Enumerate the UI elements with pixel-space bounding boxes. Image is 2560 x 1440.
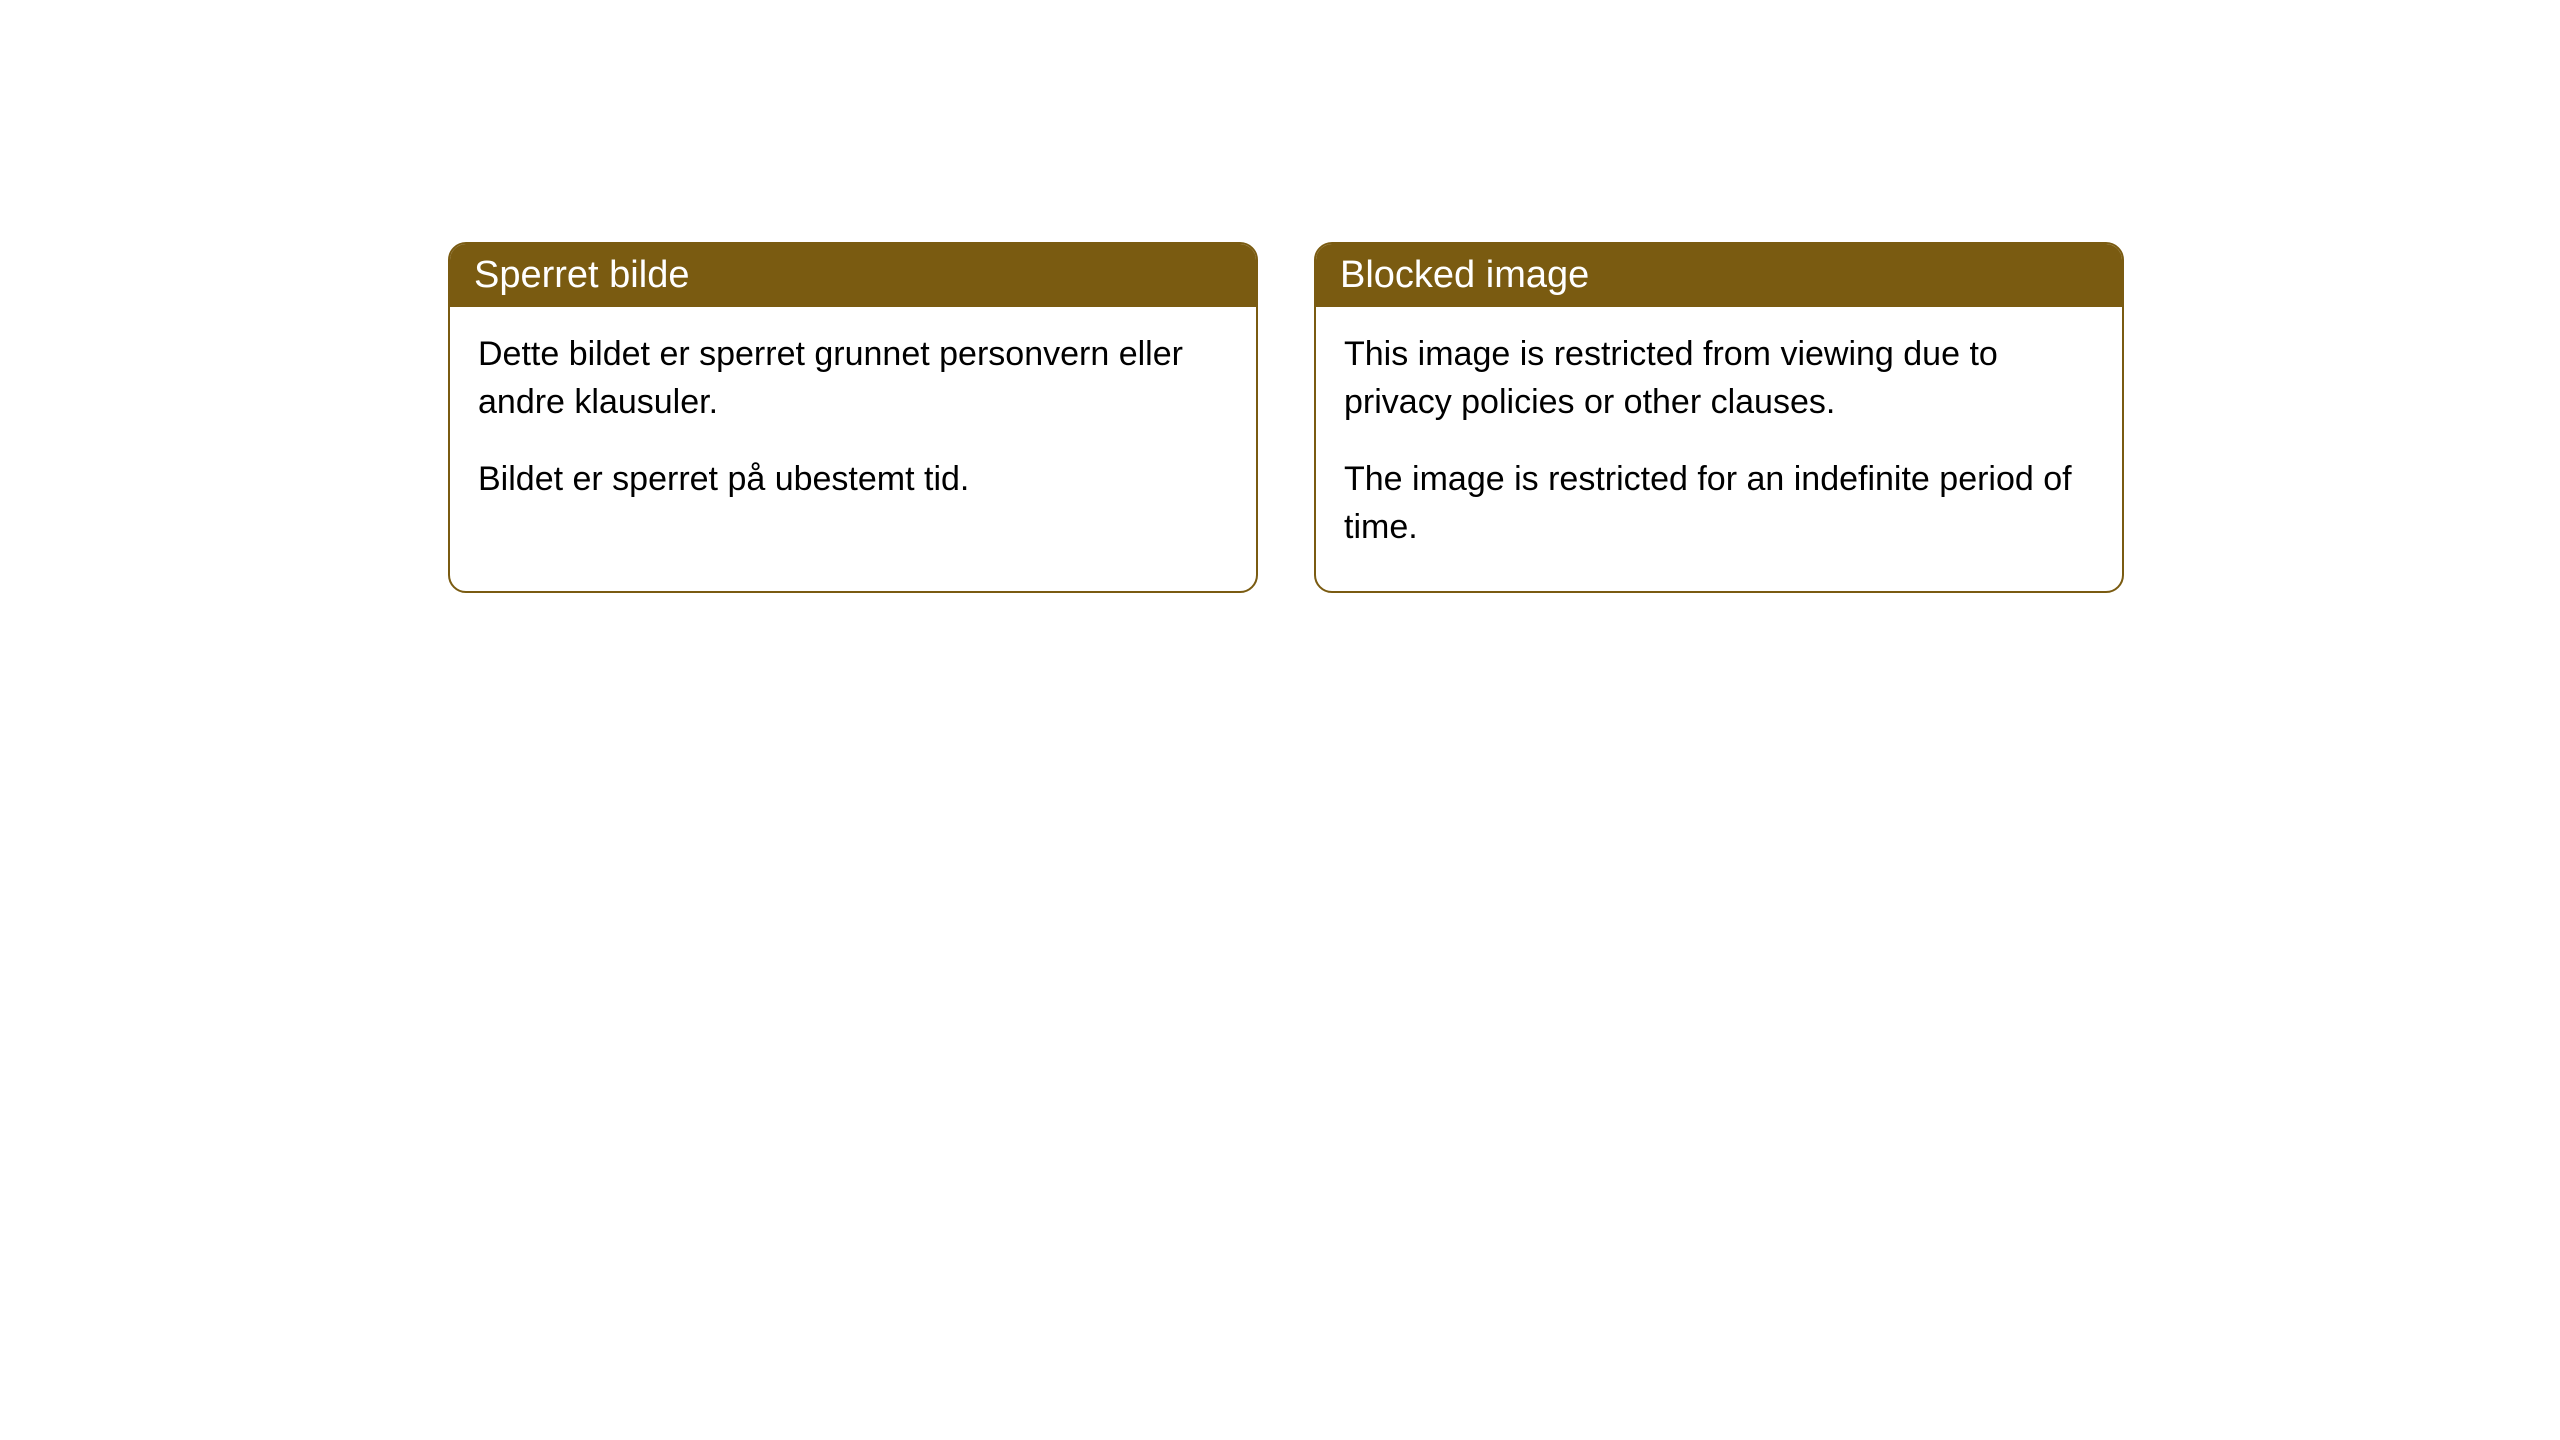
notice-card-norwegian: Sperret bilde Dette bildet er sperret gr… (448, 242, 1258, 593)
card-paragraph: This image is restricted from viewing du… (1344, 331, 2094, 426)
card-header-english: Blocked image (1316, 244, 2122, 307)
card-paragraph: Dette bildet er sperret grunnet personve… (478, 331, 1228, 426)
notice-cards-container: Sperret bilde Dette bildet er sperret gr… (448, 242, 2124, 593)
card-header-norwegian: Sperret bilde (450, 244, 1256, 307)
card-paragraph: Bildet er sperret på ubestemt tid. (478, 456, 1228, 504)
notice-card-english: Blocked image This image is restricted f… (1314, 242, 2124, 593)
card-body-norwegian: Dette bildet er sperret grunnet personve… (450, 307, 1256, 544)
card-body-english: This image is restricted from viewing du… (1316, 307, 2122, 591)
card-paragraph: The image is restricted for an indefinit… (1344, 456, 2094, 551)
